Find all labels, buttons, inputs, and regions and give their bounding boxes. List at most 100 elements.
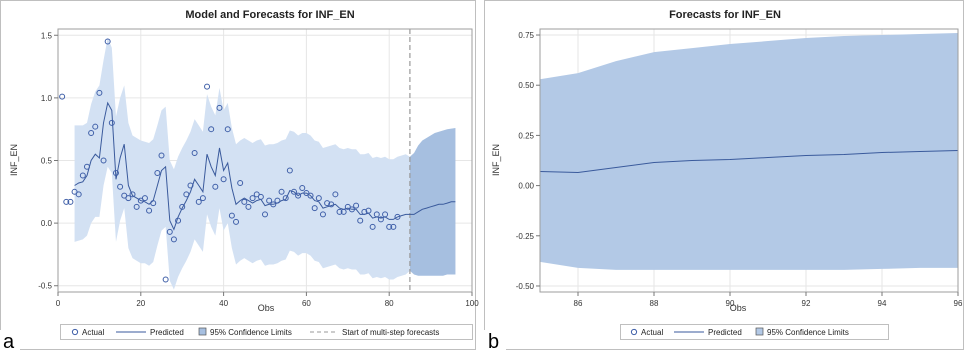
actual-point: [324, 200, 331, 207]
actual-point: [311, 205, 318, 212]
legend-a-confidence: 95% Confidence Limits: [210, 328, 292, 337]
actual-point: [112, 170, 119, 177]
x-tick-label: 40: [219, 299, 228, 308]
x-tick-label: 92: [802, 299, 811, 308]
panel-b-letter-bg: [484, 330, 506, 350]
actual-point: [270, 201, 277, 208]
y-tick-label: 0.5: [41, 157, 53, 166]
chart-a-legend-frame: [60, 324, 473, 340]
chart-a-title: Model and Forecasts for INF_EN: [185, 9, 354, 21]
actual-point: [237, 180, 244, 187]
y-tick-label: 0.00: [518, 182, 534, 191]
plot-frame: [539, 28, 959, 293]
actual-point: [59, 93, 66, 100]
legend-a-predicted: Predicted: [150, 328, 184, 337]
actual-point: [100, 157, 107, 164]
actual-point: [224, 126, 231, 133]
actual-point: [315, 195, 322, 202]
actual-point: [125, 195, 132, 202]
actual-point: [332, 191, 339, 198]
actual-point: [245, 203, 252, 210]
chart-a-plot-area: 0 20 40 60 80 100 -0.5 0.0 0.5 1.0 1.5: [38, 28, 479, 308]
actual-point: [282, 195, 289, 202]
actual-point: [233, 218, 240, 225]
x-tick-label: 86: [574, 299, 583, 308]
y-tick-label: 0.75: [518, 31, 534, 40]
actual-point: [204, 83, 211, 90]
predicted-line: [539, 150, 959, 174]
actual-point: [228, 212, 235, 219]
actual-point: [299, 185, 306, 192]
actual-point: [336, 208, 343, 215]
chart-b-title: Forecasts for INF_EN: [669, 9, 781, 21]
actual-point: [353, 202, 360, 209]
x-tick-label: 88: [650, 299, 659, 308]
actual-point: [257, 193, 264, 200]
actual-point: [162, 276, 169, 283]
chart-b-ylabel: INF_EN: [491, 144, 501, 176]
actual-point: [166, 228, 173, 235]
chart-a-ylabel: INF_EN: [9, 144, 19, 176]
actual-point: [67, 198, 74, 205]
actual-point: [286, 167, 293, 174]
legend-a-forecast-start: Start of multi-step forecasts: [342, 328, 439, 337]
actual-point: [179, 203, 186, 210]
actual-point: [79, 172, 86, 179]
y-tick-label: 0.0: [41, 219, 53, 228]
legend-b-actual-marker: [630, 328, 638, 336]
actual-point: [373, 211, 380, 218]
y-tick-label: -0.5: [38, 282, 52, 291]
legend-b-actual: Actual: [641, 328, 663, 337]
panel-a-letter-bg: [0, 330, 20, 350]
actual-point: [199, 195, 206, 202]
actual-point: [63, 198, 70, 205]
y-tick-label: 1.5: [41, 31, 53, 40]
legend-b-confidence: 95% Confidence Limits: [767, 328, 849, 337]
actual-point: [92, 123, 99, 130]
actual-point: [117, 183, 124, 190]
legend-confidence-swatch: [198, 327, 207, 336]
actual-point: [133, 203, 140, 210]
actual-point: [96, 89, 103, 96]
actual-point: [249, 195, 256, 202]
panel-a-letter: a: [3, 331, 15, 350]
actual-point: [158, 152, 165, 159]
actual-point: [266, 197, 273, 204]
x-tick-label: 80: [385, 299, 394, 308]
actual-point: [150, 200, 157, 207]
actual-point: [274, 197, 281, 204]
chart-b-plot-area: 86 88 90 92 94 96 -0.50 -0.25 0.00 0.25 0.50 0.75: [516, 28, 963, 308]
actual-point: [394, 213, 401, 220]
actual-point: [88, 129, 95, 136]
predicted-line: [74, 101, 456, 231]
actual-point: [241, 198, 248, 205]
actual-point: [377, 216, 384, 223]
x-tick-label: 100: [465, 299, 479, 308]
chart-b-legend-frame: [620, 324, 889, 340]
actual-point: [175, 217, 182, 224]
actual-point: [83, 163, 90, 170]
legend-a-actual: Actual: [82, 328, 104, 337]
actual-point: [386, 223, 393, 230]
actual-point: [183, 191, 190, 198]
actual-point: [328, 201, 335, 208]
actual-point: [212, 183, 219, 190]
actual-point: [195, 198, 202, 205]
chart-b-legend: Actual Predicted 95% Confidence Limits: [620, 324, 889, 340]
actual-point: [340, 208, 347, 215]
y-tick-label: 1.0: [41, 94, 53, 103]
actual-point: [290, 188, 297, 195]
actual-point: [187, 182, 194, 189]
legend-b-predicted: Predicted: [708, 328, 742, 337]
chart-b-xlabel: Obs: [730, 303, 747, 313]
actual-point: [390, 223, 397, 230]
actual-point: [141, 195, 148, 202]
confidence-band-fit: [74, 37, 410, 290]
actual-point: [220, 176, 227, 183]
panel-b-chart: Forecasts for INF_EN INF_EN Obs 86 88 90 92…: [484, 9, 963, 350]
actual-point: [104, 38, 111, 45]
panel-b-letter: b: [488, 331, 499, 350]
actual-point: [154, 170, 161, 177]
x-tick-label: 0: [56, 299, 61, 308]
